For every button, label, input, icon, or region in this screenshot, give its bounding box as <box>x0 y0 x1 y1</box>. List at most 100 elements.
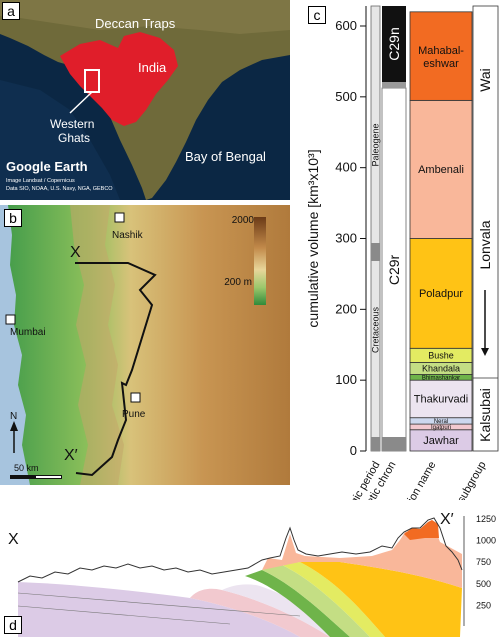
elevation-tick-label: 250 <box>476 600 491 610</box>
panel-label-a: a <box>2 2 20 20</box>
subgroup-label-wai: Wai <box>477 68 493 92</box>
lonvala-arrow-head <box>481 348 489 356</box>
panel-label-d: d <box>4 616 22 634</box>
north-arrow-head <box>10 421 18 431</box>
arabian-sea-shadow <box>0 80 120 200</box>
period-kt-band <box>371 243 380 261</box>
label-western-ghats-1: Western <box>50 117 94 131</box>
formation-label: Bhimashankar <box>422 375 460 381</box>
cross-section-layers <box>18 520 462 637</box>
escarpment-zone <box>70 205 124 485</box>
column-label-subgroup: subgroup <box>455 460 488 501</box>
layer-khandala <box>262 564 370 637</box>
section-end-label: X′ <box>440 511 454 528</box>
arabian-sea <box>0 205 30 485</box>
chron-base-band <box>382 437 406 451</box>
layer-jawhar <box>18 582 300 637</box>
label-india: India <box>138 60 167 75</box>
chron-column-c29r <box>381 87 407 452</box>
western-ghats-topo-map: Nashik Mumbai Pune X X′ N 50 km 2000 200… <box>0 205 290 485</box>
formation-label: Igatpuri <box>431 425 451 431</box>
chron-transition <box>382 82 406 88</box>
formation-ambenali <box>409 99 473 239</box>
topography-line <box>17 517 463 583</box>
western-ghats-pointer <box>69 91 93 114</box>
city-label-mumbai: Mumbai <box>10 327 46 338</box>
northern-land-shade <box>0 0 290 34</box>
y-tick-label: 100 <box>335 372 357 387</box>
city-label-nashik: Nashik <box>112 230 144 241</box>
formation-label: Ambenali <box>418 164 464 176</box>
formation-label: Poladpur <box>419 288 463 300</box>
label-deccan-traps: Deccan Traps <box>95 16 176 31</box>
colorbar-mid-label: 200 m <box>224 277 252 288</box>
topo-background <box>0 205 290 485</box>
stratigraphic-column-panel: cumulative volume [km³x10³] 0 100 200 300 40… <box>300 0 500 532</box>
y-tick-label: 600 <box>335 18 357 33</box>
y-axis-ticks: 0 100 200 300 400 500 600 <box>335 6 367 458</box>
formation-label: Thakurvadi <box>414 394 468 406</box>
layer-bhimashankar <box>245 570 350 637</box>
profile-start-label: X <box>70 244 81 261</box>
google-earth-logo: Google Earth <box>6 159 88 174</box>
period-label-cretaceous: Cretaceous <box>371 306 381 353</box>
formation-label: Bushe <box>428 350 454 360</box>
y-tick-label: 300 <box>335 231 357 246</box>
topo-inner-line-1 <box>17 592 301 617</box>
y-tick-label: 500 <box>335 89 357 104</box>
panel-label-b: b <box>4 209 22 227</box>
formation-label: eshwar <box>423 58 459 70</box>
period-column <box>370 5 381 452</box>
cross-section-profile: 250 500 750 1000 1250 X X′ <box>8 511 496 637</box>
y-tick-label: 0 <box>350 443 357 458</box>
profile-end-label: X′ <box>64 447 78 464</box>
city-label-pune: Pune <box>122 409 146 420</box>
elevation-tick-label: 500 <box>476 579 491 589</box>
layer-mahabaleshwar <box>404 520 439 540</box>
profile-line <box>75 262 157 477</box>
cross-section-panel: 250 500 750 1000 1250 X X′ d <box>0 498 500 637</box>
map-panel-b: Nashik Mumbai Pune X X′ N 50 km 2000 200… <box>0 205 290 485</box>
layer-bushe <box>280 562 385 637</box>
subgroup-label-lonvala: Lonvala <box>477 220 493 269</box>
panel-label-c: c <box>308 6 326 24</box>
chron-label-c29n: C29n <box>386 27 402 60</box>
elevation-tick-label: 1250 <box>476 514 496 524</box>
subgroup-column <box>472 5 499 452</box>
elevation-tick-label: 1000 <box>476 536 496 546</box>
section-start-label: X <box>8 531 19 548</box>
label-bay-of-bengal: Bay of Bengal <box>185 149 266 164</box>
north-label: N <box>10 411 17 422</box>
y-axis-label: cumulative volume [km³x10³] <box>305 149 321 327</box>
scale-bar-inner <box>36 476 61 478</box>
elevation-ticks: 250 500 750 1000 1250 <box>476 514 496 610</box>
elevation-tick-label: 750 <box>476 557 491 567</box>
image-credit-2: Data SIO, NOAA, U.S. Navy, NGA, GEBCO <box>6 186 113 192</box>
map-panel-a: Deccan Traps India Western Ghats Bay of … <box>0 0 290 200</box>
stratigraphic-column: cumulative volume [km³x10³] 0 100 200 300 40… <box>305 5 499 532</box>
image-credit-1: Image Landsat / Copernicus <box>6 178 75 184</box>
formation-label: Khandala <box>422 363 460 373</box>
layer-poladpur <box>300 562 462 637</box>
topo-inner-line-2 <box>17 605 231 625</box>
y-tick-label: 400 <box>335 160 357 175</box>
city-marker-mumbai <box>5 314 16 325</box>
elevation-colorbar <box>254 217 266 305</box>
formation-mahabaleshwar <box>409 11 473 101</box>
scale-label: 50 km <box>14 463 39 473</box>
y-tick-label: 200 <box>335 301 357 316</box>
formation-label: Jawhar <box>423 435 459 447</box>
city-marker-pune <box>130 392 141 403</box>
subgroup-label-kalsubai: Kalsubai <box>477 388 493 442</box>
formation-thakurvadi <box>409 379 473 419</box>
period-base-band <box>371 437 380 451</box>
india-satellite-map: Deccan Traps India Western Ghats Bay of … <box>0 0 290 200</box>
label-western-ghats-2: Ghats <box>58 131 90 145</box>
formation-label: Mahabal- <box>418 45 464 57</box>
colorbar-max-label: 2000 <box>232 215 255 226</box>
city-marker-nashik <box>114 212 125 223</box>
chron-column-c29n <box>382 6 406 82</box>
formation-label: Neral <box>434 419 448 425</box>
period-label-paleogene: Paleogene <box>371 123 381 166</box>
